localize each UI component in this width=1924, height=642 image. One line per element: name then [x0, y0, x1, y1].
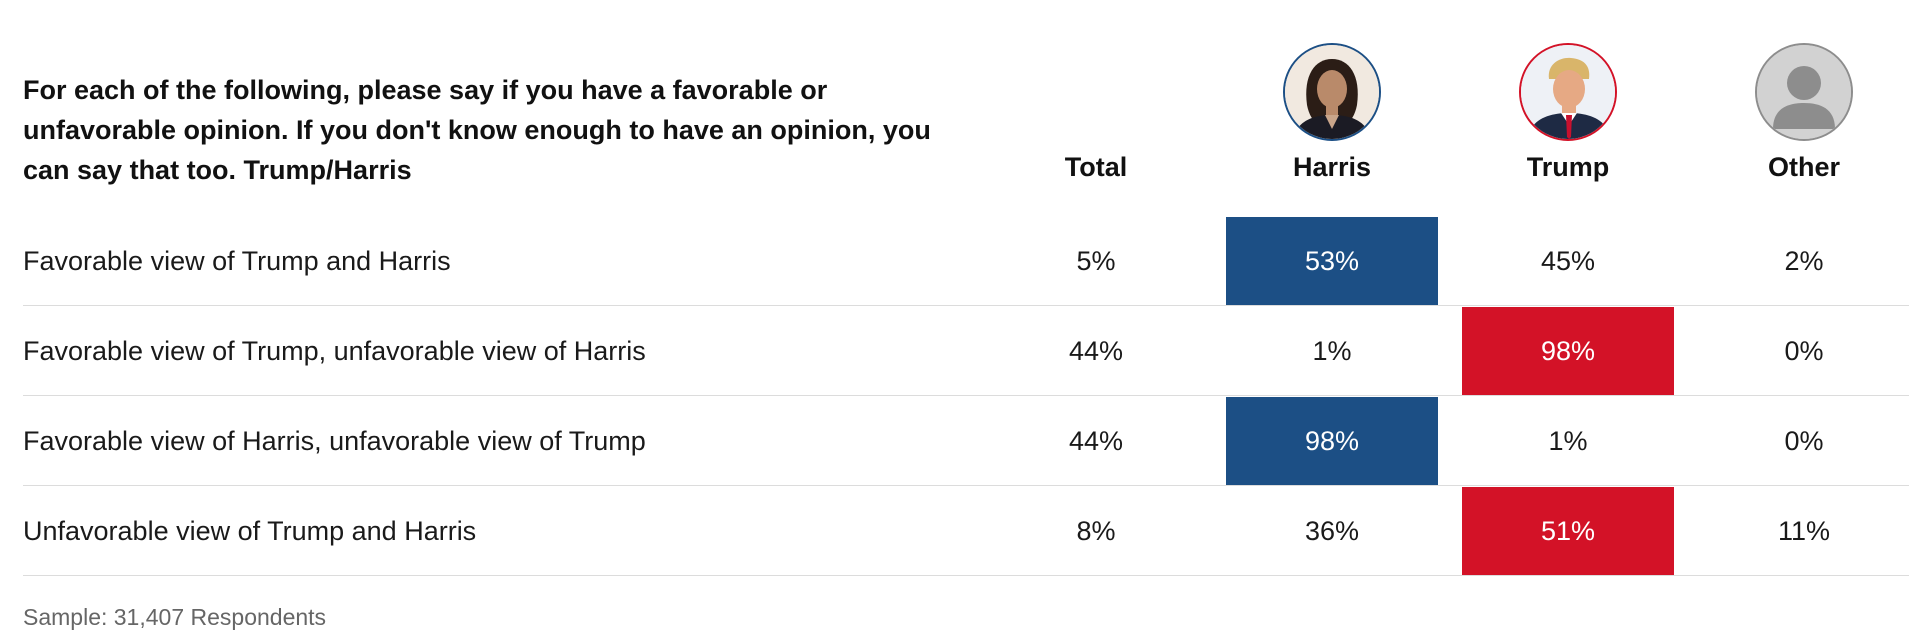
column-header-total: Total — [1064, 152, 1128, 182]
cell-other: 2% — [1784, 246, 1824, 276]
sample-size-note: Sample: 31,407 Respondents — [23, 604, 327, 630]
cell-trump: 51% — [1462, 487, 1674, 575]
row-label: Favorable view of Trump, unfavorable vie… — [23, 336, 646, 366]
cell-other: 11% — [1777, 516, 1831, 546]
question-title: For each of the following, please say if… — [23, 75, 931, 185]
row-label: Favorable view of Harris, unfavorable vi… — [23, 426, 646, 456]
cell-total: 8% — [1076, 516, 1116, 546]
table-row: Unfavorable view of Trump and Harris 8% … — [23, 487, 1909, 576]
cell-trump: 1% — [1548, 426, 1588, 456]
cell-total: 5% — [1076, 246, 1116, 276]
table-row: Favorable view of Harris, unfavorable vi… — [23, 397, 1909, 486]
cell-harris: 36% — [1304, 516, 1360, 546]
cell-trump: 98% — [1462, 307, 1674, 395]
table-row: Favorable view of Trump, unfavorable vie… — [23, 307, 1909, 396]
cell-harris: 1% — [1312, 336, 1352, 366]
trump-photo-icon — [1519, 43, 1617, 141]
table-row: Favorable view of Trump and Harris 5% 53… — [23, 217, 1909, 306]
cell-harris: 53% — [1226, 217, 1438, 305]
cell-harris: 98% — [1226, 397, 1438, 485]
row-label: Unfavorable view of Trump and Harris — [23, 516, 477, 546]
row-label: Favorable view of Trump and Harris — [23, 246, 451, 276]
column-header-other: Other — [1767, 152, 1840, 182]
cell-other: 0% — [1784, 426, 1824, 456]
cell-total: 44% — [1068, 426, 1124, 456]
cell-total: 44% — [1068, 336, 1124, 366]
column-header-trump: Trump — [1526, 152, 1610, 182]
cell-trump: 45% — [1540, 246, 1596, 276]
cell-other: 0% — [1784, 336, 1824, 366]
column-header-harris: Harris — [1292, 152, 1372, 182]
harris-photo-icon — [1283, 43, 1381, 141]
person-silhouette-icon — [1755, 43, 1853, 141]
